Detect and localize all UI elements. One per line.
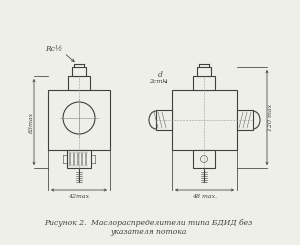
Bar (48, 90, 110, 150)
Bar (156, 110, 172, 130)
Text: 48 max.: 48 max. (192, 194, 217, 198)
Circle shape (63, 102, 95, 134)
Text: 83max: 83max (28, 111, 34, 133)
Text: указателя потока: указателя потока (110, 228, 186, 236)
Text: Rc½: Rc½ (45, 45, 63, 53)
Bar (72, 67, 86, 76)
Bar (237, 110, 253, 130)
Bar (193, 76, 215, 90)
Text: 2cml.: 2cml. (149, 79, 167, 84)
Bar (172, 90, 237, 150)
Text: Рисунок 2.  Маслораспределители типа БДИД без: Рисунок 2. Маслораспределители типа БДИД… (44, 219, 252, 227)
Bar (68, 76, 90, 90)
Text: 120 max: 120 max (268, 104, 272, 131)
Bar (193, 150, 215, 168)
Bar (67, 150, 91, 168)
Text: d: d (158, 71, 162, 79)
Text: 42max: 42max (68, 194, 90, 198)
Bar (197, 67, 211, 76)
Circle shape (200, 156, 208, 162)
